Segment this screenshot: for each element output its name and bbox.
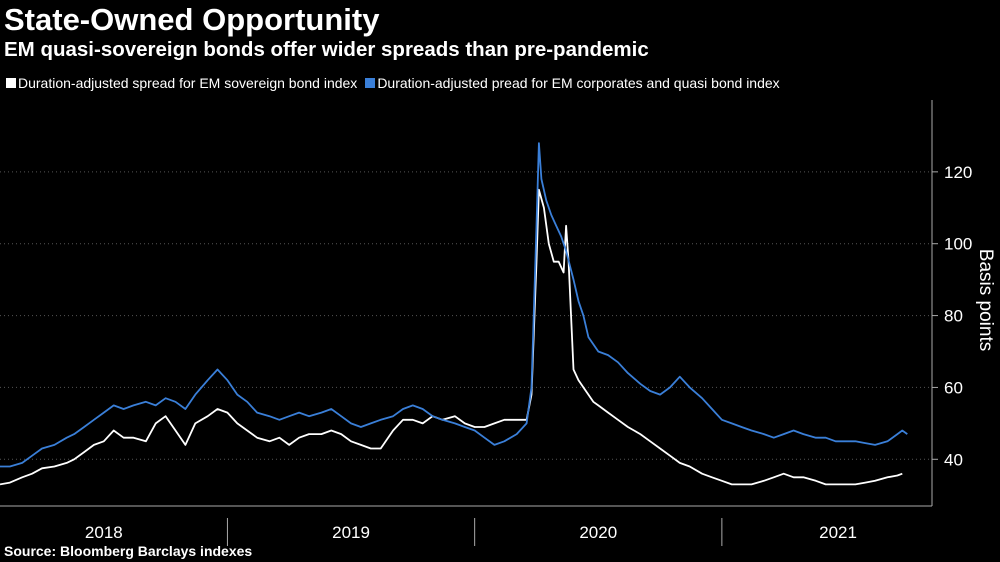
legend-swatch-sovereign: [6, 78, 16, 88]
chart-title: State-Owned Opportunity: [4, 2, 380, 37]
y-tick-label-100: 100: [944, 235, 972, 254]
y-axis-label: Basis points: [975, 249, 996, 351]
source-note: Source: Bloomberg Barclays indexes: [4, 543, 253, 559]
chart-subtitle: EM quasi-sovereign bonds offer wider spr…: [4, 38, 649, 61]
x-tick-label-2018: 2018: [85, 523, 123, 542]
legend: Duration-adjusted spread for EM sovereig…: [6, 74, 788, 92]
series-line-quasi: [0, 142, 908, 468]
y-tick-label-120: 120: [944, 163, 972, 182]
legend-item-sovereign: Duration-adjusted spread for EM sovereig…: [6, 74, 357, 92]
y-tick-label-40: 40: [944, 450, 963, 469]
legend-label-sovereign: Duration-adjusted spread for EM sovereig…: [18, 75, 358, 91]
x-tick-label-2021: 2021: [819, 523, 857, 542]
series-line-sovereign: [0, 188, 903, 486]
legend-swatch-quasi: [365, 78, 376, 88]
x-tick-label-2019: 2019: [332, 523, 370, 542]
legend-label-quasi: Duration-adjusted pread for EM corporate…: [377, 75, 780, 91]
legend-item-quasi: Duration-adjusted pread for EM corporate…: [365, 74, 780, 92]
y-tick-label-80: 80: [944, 307, 963, 326]
y-tick-label-60: 60: [944, 378, 963, 397]
x-tick-label-2020: 2020: [579, 523, 617, 542]
